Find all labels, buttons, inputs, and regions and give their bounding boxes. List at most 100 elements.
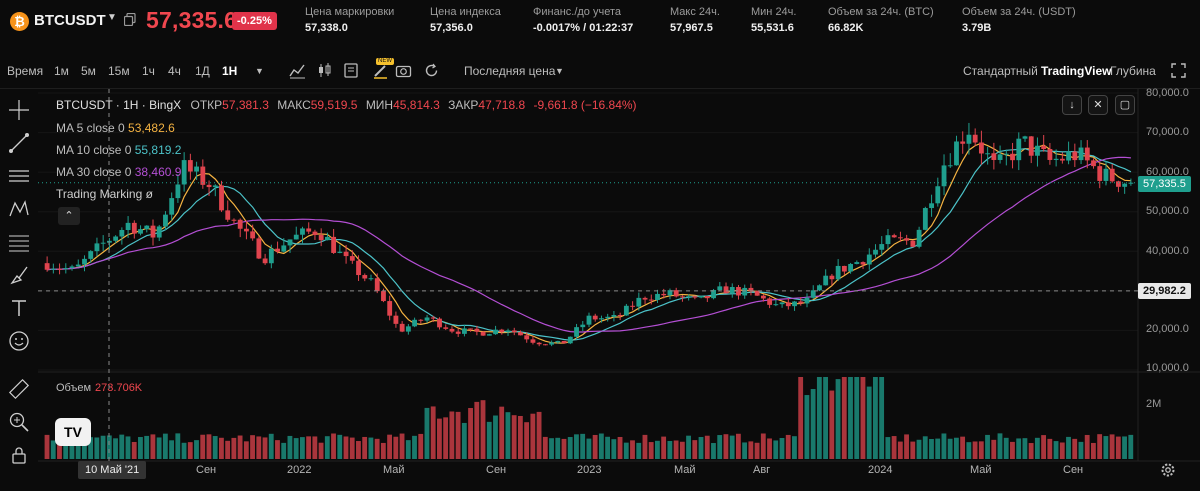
- volume-bar: [985, 434, 990, 459]
- candle-body: [69, 266, 75, 269]
- candle-body: [542, 344, 548, 346]
- symbol-selector[interactable]: BTCUSDT: [34, 12, 106, 29]
- indicators-icon[interactable]: [289, 62, 306, 79]
- view-tradingview[interactable]: TradingView: [1041, 64, 1112, 78]
- candle-body: [374, 278, 380, 292]
- candle-body: [75, 264, 81, 267]
- volume-bar: [362, 436, 368, 459]
- volume-bar: [175, 433, 181, 459]
- view-standard[interactable]: Стандартный: [963, 64, 1038, 78]
- volume-bar: [592, 434, 598, 459]
- chart-area[interactable]: [38, 89, 1200, 491]
- interval-1d[interactable]: 1Д: [195, 64, 210, 78]
- volume-bar: [723, 434, 729, 459]
- zoom-in-icon[interactable]: [8, 411, 30, 433]
- text-tool-icon[interactable]: [8, 297, 30, 319]
- expand-icon[interactable]: [1170, 62, 1187, 79]
- candle-body: [817, 285, 822, 291]
- candle-body: [723, 286, 729, 294]
- ruler-icon[interactable]: [8, 378, 30, 400]
- candle-body: [767, 298, 773, 305]
- y-tick-10000: 10,000.0: [1146, 362, 1189, 374]
- x-tick-may-24: Май: [970, 464, 992, 476]
- horizontal-lines-icon[interactable]: [8, 165, 30, 187]
- candle-body: [754, 291, 760, 296]
- volume-bar: [1084, 434, 1090, 459]
- volume-bar: [231, 437, 237, 459]
- candle-body: [841, 265, 847, 272]
- gear-icon[interactable]: [1160, 462, 1176, 478]
- volume-bar: [181, 442, 187, 459]
- volume-bar: [885, 437, 891, 459]
- price-type-select[interactable]: Последняя цена: [464, 64, 556, 78]
- volume-bar: [331, 433, 336, 459]
- x-tick-2023: 2023: [577, 464, 602, 476]
- collapse-panel-button[interactable]: ✕: [1088, 95, 1108, 115]
- volume-bar: [798, 377, 804, 459]
- candle-body: [300, 228, 305, 235]
- candle-body: [206, 184, 212, 188]
- interval-15m[interactable]: 15м: [108, 64, 130, 78]
- candles-icon[interactable]: [316, 62, 333, 79]
- crosshair-icon[interactable]: [8, 99, 30, 121]
- lock-icon[interactable]: [8, 444, 30, 466]
- legend-trading-marking[interactable]: Trading Marking ø: [56, 187, 153, 201]
- volume-bar: [536, 411, 542, 459]
- volume-bar: [1059, 442, 1065, 459]
- interval-4h[interactable]: 4ч: [168, 64, 181, 78]
- volume-bar: [256, 436, 262, 459]
- trend-line-icon[interactable]: [8, 132, 30, 154]
- candle-body: [929, 203, 934, 209]
- volume-bar: [511, 415, 517, 459]
- candle-body: [100, 242, 106, 244]
- interval-1m[interactable]: 1м: [54, 64, 69, 78]
- interval-5m[interactable]: 5м: [81, 64, 96, 78]
- camera-icon[interactable]: [395, 62, 412, 79]
- interval-1h[interactable]: 1ч: [142, 64, 155, 78]
- volume-bar: [113, 438, 118, 459]
- candle-body: [997, 154, 1003, 160]
- candle-body: [773, 304, 779, 306]
- volume-bar: [630, 440, 635, 459]
- pencil-icon[interactable]: [372, 62, 389, 79]
- emoji-icon[interactable]: [8, 330, 30, 352]
- copy-icon[interactable]: [124, 13, 136, 26]
- volume-bar: [418, 433, 424, 459]
- candle-body: [1109, 168, 1115, 182]
- fib-levels-icon[interactable]: [8, 231, 30, 253]
- volume-bar: [69, 441, 75, 459]
- new-badge: NEW: [376, 58, 394, 65]
- template-icon[interactable]: [343, 62, 360, 79]
- price-chart[interactable]: [38, 89, 1200, 491]
- x-tick-2022: 2022: [287, 464, 312, 476]
- volume-bar: [374, 438, 380, 459]
- volume-bar: [891, 436, 897, 459]
- x-tick-sep-24: Сен: [1063, 464, 1084, 476]
- fullscreen-button[interactable]: ▢: [1115, 95, 1135, 115]
- volume-bar: [430, 406, 436, 459]
- reference-price-tag: 29,982.2: [1138, 283, 1191, 299]
- volume-bar: [1103, 436, 1109, 459]
- chevron-down-icon[interactable]: ▼: [107, 12, 117, 23]
- volume-bar: [144, 435, 150, 459]
- candle-body: [866, 254, 872, 265]
- interval-chevron-down-icon[interactable]: ▼: [255, 66, 264, 76]
- reload-icon[interactable]: [423, 62, 440, 79]
- candle-body: [748, 287, 754, 292]
- volume-bar: [1097, 434, 1103, 459]
- scroll-down-button[interactable]: ↓: [1062, 95, 1082, 115]
- volume-bar: [1053, 441, 1059, 459]
- price-type-chevron-down-icon[interactable]: ▼: [555, 66, 564, 76]
- candle-body: [405, 326, 411, 332]
- pattern-icon[interactable]: [8, 198, 30, 220]
- view-depth[interactable]: Глубина: [1110, 64, 1156, 78]
- volume-bar: [916, 439, 922, 459]
- collapse-legend-button[interactable]: ⌃: [58, 207, 80, 225]
- candle-body: [256, 238, 262, 259]
- interval-active[interactable]: 1H: [222, 64, 238, 78]
- brush-icon[interactable]: [8, 264, 30, 286]
- volume-bar: [648, 442, 654, 459]
- volume-bar: [1016, 438, 1022, 459]
- volume-bar: [598, 433, 604, 459]
- candle-body: [1128, 182, 1134, 184]
